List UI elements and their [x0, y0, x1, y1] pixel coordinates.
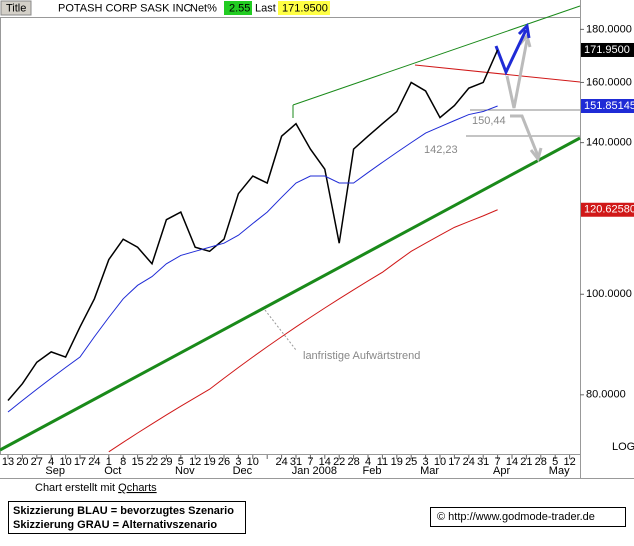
x-tick-label: 10 — [247, 456, 259, 468]
annotation: lanfristige Aufwärtstrend — [303, 350, 420, 362]
y-tick-label: 160.0000 — [586, 76, 632, 88]
title-tab: Title — [6, 2, 26, 14]
x-tick-label: 5 — [178, 456, 184, 468]
credit-link: Qcharts — [118, 482, 157, 494]
x-tick-label: 20 — [16, 456, 28, 468]
last-box — [278, 1, 330, 15]
end-label: 120.62580 — [584, 204, 634, 216]
net-box — [224, 1, 252, 15]
pointer-line — [264, 309, 297, 351]
net-label: Net% — [190, 2, 217, 14]
x-tick-label: 27 — [31, 456, 43, 468]
scenario-arrow-grey — [510, 114, 540, 157]
month-label: May — [549, 465, 570, 477]
month-label: Apr — [493, 465, 510, 477]
x-tick-label: 24 — [463, 456, 475, 468]
title-tab-box — [0, 0, 32, 16]
series-line — [7, 105, 498, 413]
x-tick-label: 21 — [520, 456, 532, 468]
x-tick-label: 17 — [448, 456, 460, 468]
annotation: 150,44 — [472, 115, 506, 127]
scenario-arrowhead-grey — [529, 147, 543, 163]
net-value: 2.55 — [229, 2, 250, 14]
x-tick-label: 19 — [391, 456, 403, 468]
series-line — [108, 209, 498, 453]
plot-frame — [0, 17, 581, 455]
x-tick-label: 7 — [495, 456, 501, 468]
x-tick-label: 8 — [120, 456, 126, 468]
x-tick-label: 5 — [552, 456, 558, 468]
trend-line — [292, 5, 581, 106]
x-tick-label: 12 — [189, 456, 201, 468]
x-tick-label: 24 — [275, 456, 287, 468]
resistance-line — [414, 64, 581, 83]
copyright: © http://www.godmode-trader.de — [437, 511, 595, 523]
x-tick-label: 10 — [59, 456, 71, 468]
x-tick-label: 22 — [333, 456, 345, 468]
x-tick-label: 28 — [535, 456, 547, 468]
x-tick-label: 24 — [88, 456, 100, 468]
x-tick-label: 28 — [347, 456, 359, 468]
stock-name: POTASH CORP SASK INC — [58, 2, 192, 14]
series-line — [7, 49, 499, 401]
x-tick-label: 31 — [477, 456, 489, 468]
annotation: 142,23 — [424, 144, 458, 156]
month-label: Oct — [104, 465, 121, 477]
copyright-box — [430, 507, 626, 527]
log-label: LOG — [612, 441, 634, 453]
x-tick-label: 7 — [307, 456, 313, 468]
y-tick-label: 140.0000 — [586, 137, 632, 149]
month-label: Nov — [175, 465, 195, 477]
x-tick-label: 3 — [423, 456, 429, 468]
y-tick-label: 80.0000 — [586, 389, 626, 401]
x-tick-label: 22 — [146, 456, 158, 468]
x-tick-label: 14 — [319, 456, 331, 468]
y-tick-label: 100.0000 — [586, 288, 632, 300]
legend-line: Skizzierung BLAU = bevorzugtes Szenario — [13, 505, 234, 517]
x-tick-label: 4 — [365, 456, 371, 468]
x-tick-label: 13 — [2, 456, 14, 468]
x-tick-label: 25 — [405, 456, 417, 468]
trend-line — [0, 136, 581, 452]
scenario-arrow-grey — [505, 39, 529, 109]
scenario-arrowhead-grey — [518, 32, 532, 48]
legend-box — [8, 501, 246, 534]
month-label: Dec — [233, 465, 253, 477]
x-tick-label: 12 — [563, 456, 575, 468]
x-tick-label: 11 — [377, 456, 388, 468]
x-tick-label: 10 — [434, 456, 446, 468]
last-value: 171.9500 — [282, 2, 328, 14]
x-tick-label: 17 — [74, 456, 86, 468]
month-label: Sep — [45, 465, 65, 477]
scenario-arrow-blue — [494, 29, 528, 76]
credit-prefix: Chart erstellt mit — [35, 482, 115, 494]
end-label: 151.85145 — [584, 100, 634, 112]
x-tick-label: 3 — [235, 456, 241, 468]
end-label-box — [581, 202, 634, 217]
x-tick-label: 31 — [290, 456, 302, 468]
x-tick-label: 26 — [218, 456, 230, 468]
x-tick-label: 1 — [106, 456, 112, 468]
scenario-arrowhead-blue — [517, 22, 531, 39]
end-label-box — [581, 42, 634, 57]
end-label: 171.9500 — [584, 44, 630, 56]
x-tick-label: 29 — [160, 456, 172, 468]
month-label: Feb — [363, 465, 382, 477]
x-tick-label: 19 — [203, 456, 215, 468]
last-label: Last — [255, 2, 276, 14]
legend-line: Skizzierung GRAU = Alternativszenario — [13, 519, 217, 531]
x-tick-label: 4 — [48, 456, 54, 468]
x-tick-label: 14 — [506, 456, 518, 468]
x-tick-label: 15 — [131, 456, 143, 468]
month-label: Mar — [420, 465, 439, 477]
end-label-box — [581, 99, 634, 114]
month-label: Jan 2008 — [292, 465, 337, 477]
credit: Chart erstellt mit Qcharts — [35, 482, 157, 494]
y-tick-label: 180.0000 — [586, 23, 632, 35]
